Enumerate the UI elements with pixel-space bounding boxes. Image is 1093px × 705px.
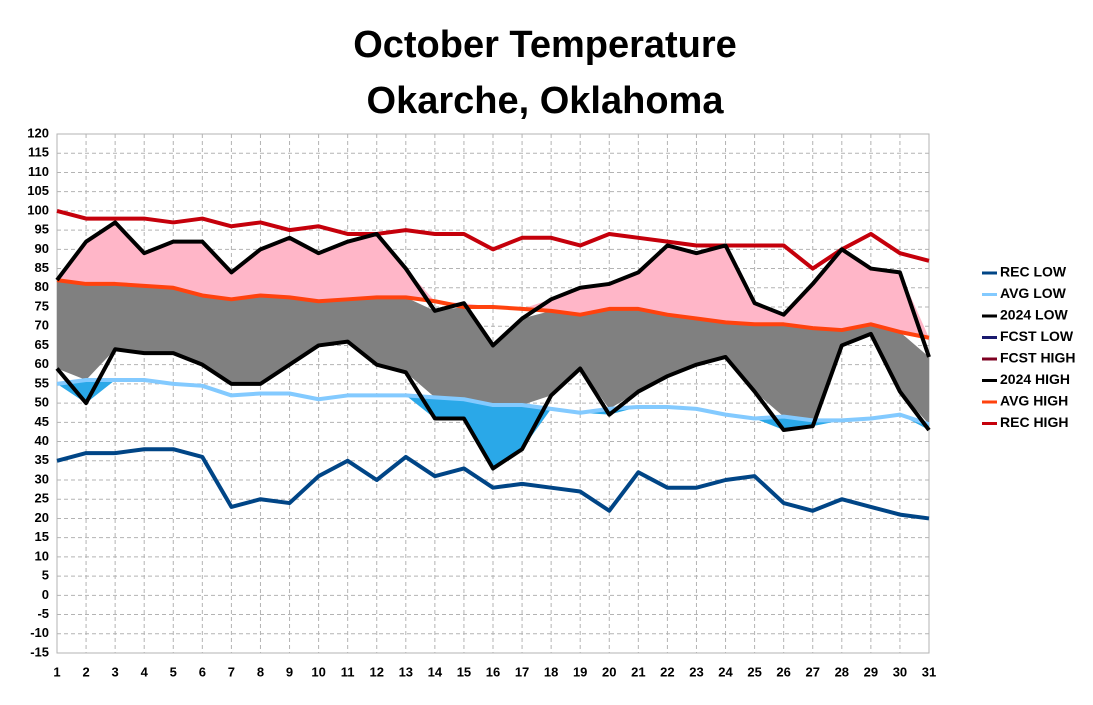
x-tick-label: 2 — [82, 664, 89, 679]
y-tick-label: 95 — [35, 222, 49, 237]
y-tick-label: 15 — [35, 529, 49, 544]
x-tick-label: 29 — [864, 664, 878, 679]
x-tick-label: 25 — [747, 664, 761, 679]
normal-range-fill — [57, 280, 929, 425]
y-tick-label: 40 — [35, 433, 49, 448]
x-tick-label: 11 — [341, 664, 355, 679]
y-tick-label: 20 — [35, 510, 49, 525]
x-tick-label: 15 — [457, 664, 471, 679]
series-line — [56, 278, 930, 340]
y-tick-label: 35 — [35, 452, 49, 467]
legend-label: REC LOW — [1000, 264, 1067, 280]
legend-label: FCST LOW — [1000, 328, 1074, 344]
y-tick-label: 65 — [35, 337, 49, 352]
x-tick-label: 8 — [257, 664, 264, 679]
x-tick-label: 6 — [199, 664, 206, 679]
x-tick-label: 12 — [369, 664, 383, 679]
chart-subtitle: Okarche, Oklahoma — [367, 80, 725, 122]
y-tick-label: -15 — [30, 644, 49, 659]
x-tick-label: 17 — [515, 664, 529, 679]
x-tick-label: 14 — [428, 664, 443, 679]
chart-title: October Temperature — [353, 24, 737, 66]
x-tick-label: 30 — [893, 664, 907, 679]
x-tick-label: 7 — [228, 664, 235, 679]
x-tick-label: 28 — [835, 664, 849, 679]
series-line — [56, 447, 930, 521]
x-tick-label: 20 — [602, 664, 616, 679]
y-tick-label: 115 — [28, 145, 49, 160]
legend-label: AVG HIGH — [1000, 393, 1068, 409]
series-line — [55, 220, 931, 358]
y-tick-label: -5 — [37, 606, 49, 621]
x-tick-label: 27 — [805, 664, 819, 679]
y-tick-label: 80 — [35, 279, 49, 294]
y-tick-label: 85 — [35, 260, 49, 275]
y-tick-label: -10 — [30, 625, 49, 640]
y-tick-label: 120 — [27, 125, 49, 140]
y-tick-label: 110 — [28, 164, 49, 179]
below-average-fill — [57, 380, 929, 469]
x-tick-label: 16 — [486, 664, 500, 679]
x-tick-label: 19 — [573, 664, 587, 679]
x-tick-label: 23 — [689, 664, 703, 679]
y-tick-label: 0 — [42, 587, 49, 602]
y-tick-label: 100 — [27, 202, 49, 217]
x-tick-label: 21 — [631, 664, 645, 679]
x-tick-label: 18 — [544, 664, 558, 679]
x-tick-label: 10 — [311, 664, 325, 679]
y-tick-label: 55 — [35, 375, 49, 390]
y-tick-label: 45 — [35, 414, 49, 429]
y-tick-label: 70 — [35, 318, 49, 333]
y-tick-label: 30 — [35, 471, 49, 486]
legend-label: REC HIGH — [1000, 414, 1068, 430]
series-line — [56, 378, 930, 427]
legend-label: FCST HIGH — [1000, 350, 1075, 366]
y-tick-label: 25 — [35, 491, 49, 506]
x-tick-label: 4 — [141, 664, 149, 679]
x-tick-label: 13 — [399, 664, 413, 679]
series-line — [55, 331, 931, 471]
series-line — [56, 208, 930, 271]
y-tick-label: 90 — [35, 241, 49, 256]
y-tick-label: 10 — [35, 548, 49, 563]
legend-label: 2024 LOW — [1000, 307, 1068, 323]
y-tick-label: 105 — [27, 183, 49, 198]
x-tick-label: 3 — [112, 664, 119, 679]
y-tick-label: 5 — [42, 568, 49, 583]
y-tick-label: 50 — [35, 395, 49, 410]
y-tick-label: 60 — [35, 356, 49, 371]
y-tick-label: 75 — [35, 298, 49, 313]
x-tick-label: 1 — [53, 664, 60, 679]
x-tick-label: 26 — [776, 664, 790, 679]
x-tick-label: 24 — [718, 664, 733, 679]
x-tick-label: 31 — [922, 664, 936, 679]
legend-label: 2024 HIGH — [1000, 371, 1070, 387]
legend-label: AVG LOW — [1000, 285, 1067, 301]
x-tick-label: 22 — [660, 664, 674, 679]
x-tick-label: 5 — [170, 664, 177, 679]
x-tick-label: 9 — [286, 664, 293, 679]
